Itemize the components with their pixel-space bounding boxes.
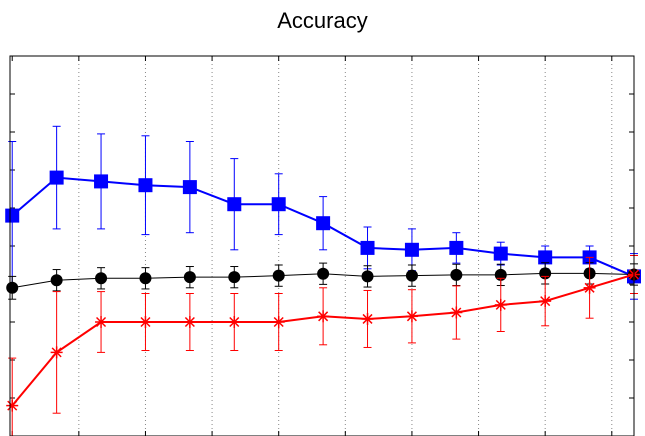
data-point-square bbox=[227, 197, 242, 212]
asterisk-stroke bbox=[7, 400, 18, 411]
data-point-square bbox=[138, 178, 153, 193]
data-point-square bbox=[49, 170, 64, 185]
data-point-square bbox=[493, 246, 508, 261]
data-point-circle bbox=[95, 272, 108, 285]
series-layer bbox=[5, 125, 641, 436]
data-point-asterisk bbox=[361, 312, 374, 325]
asterisk-stroke bbox=[406, 311, 417, 322]
asterisk-stroke bbox=[273, 316, 284, 328]
series-blue-square bbox=[5, 125, 641, 300]
data-point-circle bbox=[361, 270, 374, 283]
data-point-asterisk bbox=[405, 310, 418, 323]
grid-layer bbox=[78, 56, 613, 436]
data-point-square bbox=[182, 180, 197, 195]
data-point-asterisk bbox=[450, 306, 463, 319]
data-point-asterisk bbox=[228, 316, 241, 328]
data-point-circle bbox=[317, 267, 330, 280]
ticks-layer bbox=[10, 55, 634, 436]
asterisk-stroke bbox=[495, 299, 506, 310]
data-point-square bbox=[538, 250, 553, 265]
data-point-circle bbox=[450, 268, 463, 281]
data-point-square bbox=[449, 240, 464, 255]
asterisk-stroke bbox=[318, 311, 329, 322]
data-point-asterisk bbox=[539, 295, 552, 308]
data-point-asterisk bbox=[6, 399, 19, 412]
data-point-circle bbox=[139, 272, 152, 285]
data-point-asterisk bbox=[139, 316, 152, 328]
data-point-circle bbox=[183, 271, 196, 284]
data-point-circle bbox=[6, 281, 19, 294]
asterisk-stroke bbox=[51, 347, 62, 358]
asterisk-stroke bbox=[451, 307, 462, 318]
chart-title: Accuracy bbox=[277, 8, 368, 33]
asterisk-stroke bbox=[540, 296, 551, 307]
data-point-square bbox=[360, 240, 375, 255]
data-point-asterisk bbox=[183, 316, 196, 328]
data-point-asterisk bbox=[494, 298, 507, 311]
data-point-asterisk bbox=[95, 316, 108, 328]
asterisk-stroke bbox=[184, 316, 195, 328]
data-point-asterisk bbox=[50, 346, 63, 359]
plot-frame bbox=[9, 55, 635, 436]
asterisk-stroke bbox=[140, 316, 151, 328]
data-point-square bbox=[94, 174, 109, 189]
data-point-square bbox=[5, 208, 20, 223]
data-point-circle bbox=[272, 269, 285, 282]
asterisk-stroke bbox=[229, 316, 240, 328]
data-point-circle bbox=[405, 269, 418, 282]
data-point-square bbox=[271, 197, 286, 212]
data-point-asterisk bbox=[272, 316, 285, 328]
data-point-asterisk bbox=[317, 310, 330, 323]
data-point-circle bbox=[228, 271, 241, 284]
data-point-circle bbox=[50, 274, 63, 287]
series-red-asterisk bbox=[6, 255, 640, 436]
asterisk-stroke bbox=[584, 282, 595, 293]
data-point-square bbox=[404, 242, 419, 257]
data-point-square bbox=[316, 216, 331, 231]
asterisk-stroke bbox=[96, 316, 107, 328]
asterisk-stroke bbox=[362, 313, 373, 324]
data-point-asterisk bbox=[583, 281, 596, 294]
